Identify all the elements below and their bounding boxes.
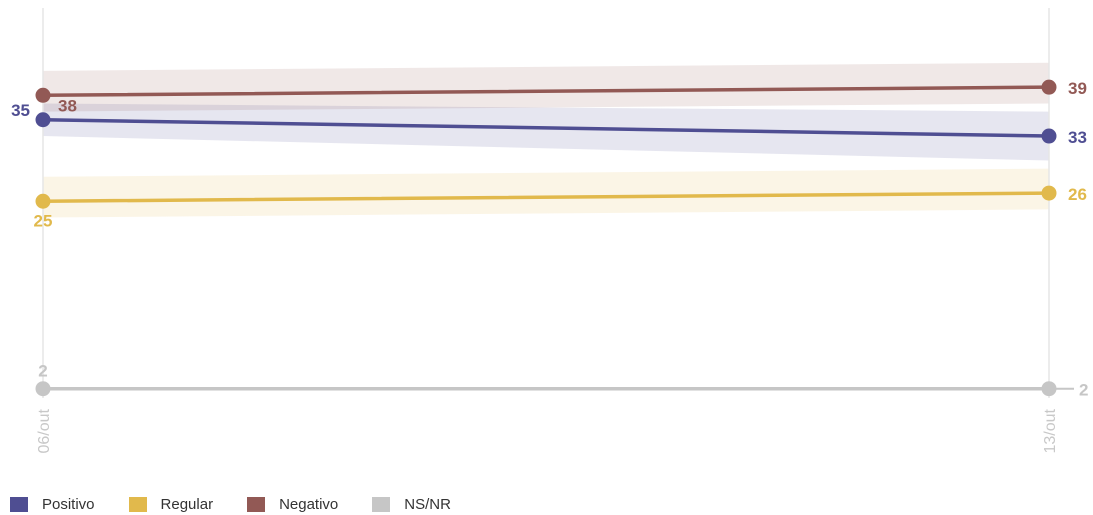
line-negativo — [41, 85, 1051, 98]
value-label-negativo-06-out: 38 — [58, 96, 77, 115]
line-positivo — [41, 118, 1051, 138]
legend-label: NS/NR — [404, 496, 451, 513]
value-label-negativo-13-out: 39 — [1068, 79, 1087, 98]
legend-item-regular[interactable]: Regular — [128, 496, 214, 513]
point-negativo-13-out — [1041, 79, 1057, 95]
point-regular-13-out — [1041, 185, 1057, 201]
legend-label: Positivo — [42, 496, 95, 513]
legend-swatch-positivo — [10, 497, 28, 512]
value-label-regular-13-out: 26 — [1068, 185, 1087, 204]
legend-item-negativo[interactable]: Negativo — [247, 496, 338, 513]
legend-label: Regular — [160, 496, 214, 513]
legend-label: Negativo — [279, 496, 339, 513]
series-points — [35, 79, 1057, 397]
point-positivo-06-out — [35, 112, 51, 128]
confidence-bands — [43, 62, 1049, 218]
value-label-positivo-06-out: 35 — [11, 101, 30, 120]
point-regular-06-out — [35, 193, 51, 209]
legend-item-nsnr[interactable]: NS/NR — [372, 496, 451, 513]
band-positivo — [43, 103, 1049, 161]
value-label-positivo-13-out: 33 — [1068, 128, 1087, 147]
band-negativo — [43, 62, 1049, 112]
point-negativo-06-out — [35, 87, 51, 103]
legend-swatch-nsnr — [372, 497, 391, 512]
x-tick-labels: 06/out 13/out — [36, 408, 1059, 453]
x-tick-label: 13/out — [1042, 408, 1059, 453]
value-label-nsnr-13-out: 2 — [1079, 381, 1088, 400]
point-positivo-13-out — [1041, 128, 1057, 144]
point-nsnr-06-out — [35, 381, 51, 397]
value-labels: 35 33 25 26 38 39 2 2 — [11, 79, 1088, 400]
legend-swatch-regular — [128, 497, 147, 512]
band-regular — [43, 168, 1049, 218]
legend-item-positivo[interactable]: Positivo — [10, 496, 95, 513]
point-nsnr-13-out — [1041, 381, 1057, 397]
legend-swatch-negativo — [247, 497, 266, 512]
line-chart: 35 33 25 26 38 39 2 2 06/out 13/out — [11, 8, 1088, 453]
legend: Positivo Regular Negativo NS/NR — [10, 496, 485, 513]
value-label-nsnr-06-out: 2 — [38, 362, 47, 381]
line-regular — [41, 191, 1051, 203]
series-lines — [41, 85, 1051, 391]
value-label-regular-06-out: 25 — [34, 211, 53, 230]
x-tick-label: 06/out — [36, 408, 53, 453]
